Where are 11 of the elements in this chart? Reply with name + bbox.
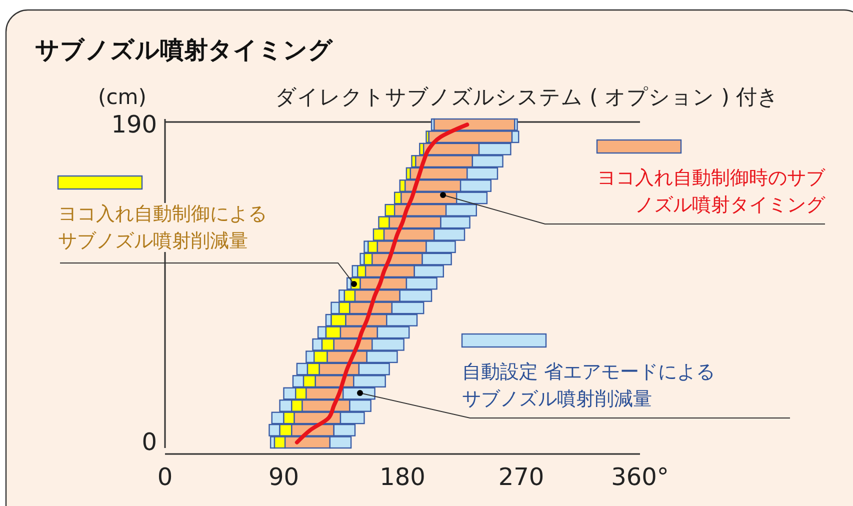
legend-label: ヨコ入れ自動制御時のサブノズル噴射タイミング xyxy=(597,167,826,216)
x-tick-label: 270 xyxy=(498,463,544,492)
y-tick-label: 190 xyxy=(111,110,157,138)
x-tick-label: 180 xyxy=(380,463,426,492)
legend-label: ヨコ入れ自動制御によるサブノズル噴射削減量 xyxy=(58,203,267,252)
chart-title: サブノズル噴射タイミング xyxy=(35,36,334,64)
chart-subtitle: ダイレクトサブノズルシステム ( オプション ) 付き xyxy=(275,85,780,109)
y-axis-title: (cm) xyxy=(98,85,146,109)
x-tick-label: 360° xyxy=(611,463,669,492)
legend-label: 自動設定 省エアモードによるサブノズル噴射削減量 xyxy=(462,361,716,410)
x-tick-label: 90 xyxy=(268,463,300,492)
